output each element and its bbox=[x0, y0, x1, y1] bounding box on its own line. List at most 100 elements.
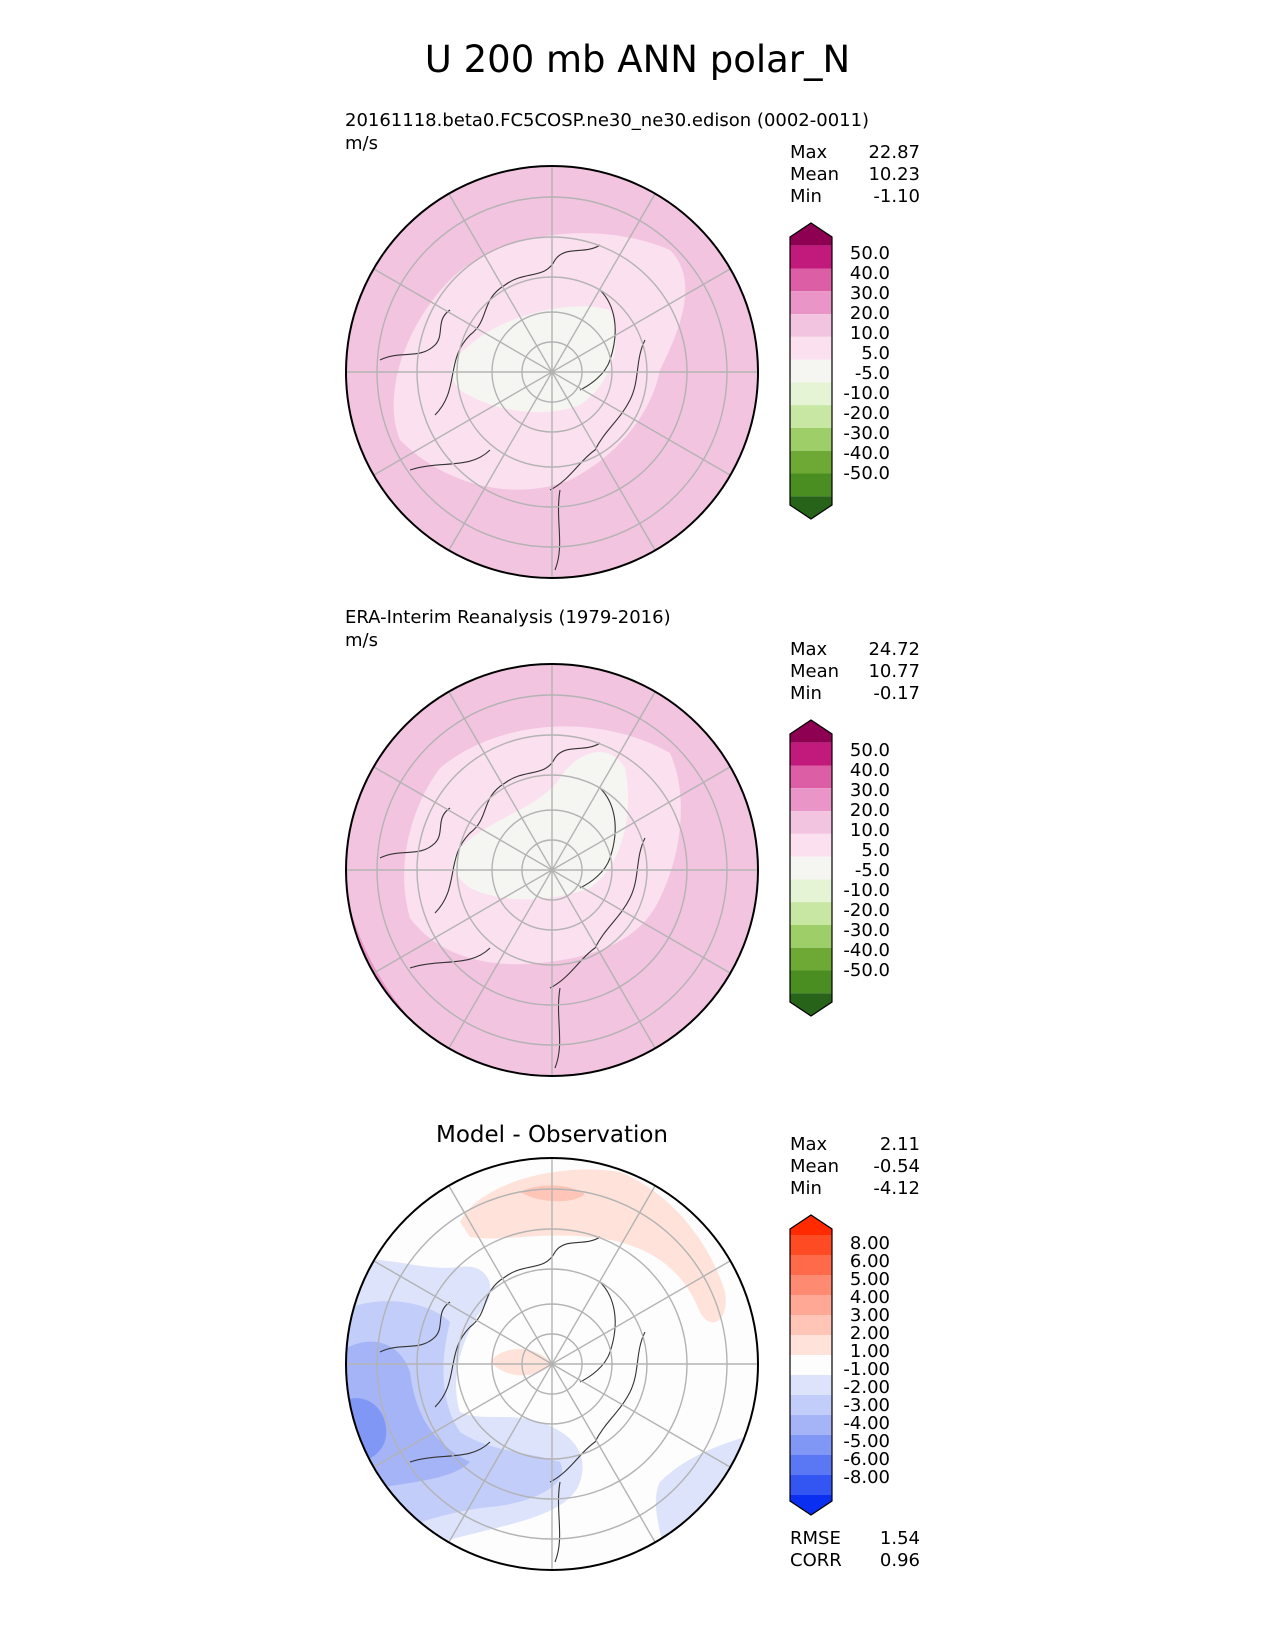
colorbar-tick-label: -50.0 bbox=[843, 960, 890, 981]
colorbar-tick-label: 30.0 bbox=[849, 283, 890, 304]
colorbar-tick-label: -20.0 bbox=[843, 403, 890, 424]
panel-test-colorbar-labels: 50.0 40.0 30.0 20.0 10.0 5.0 -5.0 -10.0 … bbox=[836, 244, 890, 514]
colorbar-swatch bbox=[790, 1215, 832, 1235]
stat-max: Max 24.72 bbox=[790, 639, 920, 660]
panel-test-map bbox=[345, 165, 759, 579]
colorbar-tick-label: 1.00 bbox=[849, 1341, 890, 1362]
colorbar-swatch bbox=[790, 1235, 832, 1255]
panel-diff-colorbar bbox=[789, 1214, 833, 1516]
map-boundary bbox=[345, 165, 759, 579]
colorbar-swatch bbox=[790, 970, 832, 994]
panel-diff-header: Model - Observation bbox=[435, 1122, 669, 1148]
colorbar-tick-label: -10.0 bbox=[843, 880, 890, 901]
colorbar-swatch bbox=[790, 1455, 832, 1475]
colorbar-tick-label: -5.00 bbox=[843, 1431, 890, 1452]
colorbar-swatch bbox=[790, 856, 832, 880]
colorbar-tick-label: -40.0 bbox=[843, 443, 890, 464]
stat-mean: Mean 10.77 bbox=[790, 661, 920, 682]
field-fill-near-zero bbox=[453, 751, 629, 900]
colorbar-swatch bbox=[790, 1355, 832, 1375]
colorbar-tick-label: 2.00 bbox=[849, 1323, 890, 1344]
colorbar-swatch bbox=[790, 1495, 832, 1515]
colorbar-tick-label: -3.00 bbox=[843, 1395, 890, 1416]
stat-min: Min -0.17 bbox=[790, 683, 920, 704]
colorbar-tick-label: 3.00 bbox=[849, 1305, 890, 1326]
panel-reference-colorbar bbox=[789, 719, 833, 1017]
stat-min: Min -1.10 bbox=[790, 186, 920, 207]
colorbar-swatch bbox=[790, 496, 832, 519]
colorbar-tick-label: 8.00 bbox=[849, 1233, 890, 1254]
colorbar-tick-label: -40.0 bbox=[843, 940, 890, 961]
colorbar-swatch bbox=[790, 742, 832, 766]
colorbar-tick-label: -4.00 bbox=[843, 1413, 890, 1434]
colorbar-swatch bbox=[790, 1295, 832, 1315]
colorbar-swatch bbox=[790, 1435, 832, 1455]
colorbar-tick-label: -50.0 bbox=[843, 463, 890, 484]
field-fill-pos-1-2 bbox=[460, 1169, 726, 1323]
colorbar-swatch bbox=[790, 268, 832, 292]
colorbar-swatch bbox=[790, 314, 832, 337]
panel-diff-metrics: RMSE 1.54 CORR 0.96 bbox=[790, 1528, 920, 1572]
map-boundary bbox=[345, 663, 759, 1077]
colorbar-swatch bbox=[790, 1375, 832, 1395]
colorbar-swatch bbox=[790, 788, 832, 812]
coastlines bbox=[379, 1236, 646, 1563]
colorbar-tick-label: -2.00 bbox=[843, 1377, 890, 1398]
colorbar-swatch bbox=[790, 947, 832, 971]
colorbar-swatch bbox=[790, 223, 832, 246]
colorbar-tick-label: -30.0 bbox=[843, 423, 890, 444]
panel-diff-stats: Max 2.11 Mean -0.54 Min -4.12 bbox=[790, 1134, 920, 1200]
graticule bbox=[346, 1158, 758, 1570]
colorbar-tick-label: 30.0 bbox=[849, 780, 890, 801]
colorbar-tick-label: 5.0 bbox=[861, 343, 890, 364]
colorbar-tick-label: 20.0 bbox=[849, 800, 890, 821]
panel-test-colorbar bbox=[789, 222, 833, 520]
colorbar-swatch bbox=[790, 245, 832, 269]
colorbar-tick-label: 20.0 bbox=[849, 303, 890, 324]
colorbar-outline bbox=[789, 719, 833, 1017]
colorbar-tick-label: 50.0 bbox=[849, 243, 890, 264]
panel-diff-colorbar-labels: 8.00 6.00 5.00 4.00 3.00 2.00 1.00 -1.00… bbox=[836, 1234, 890, 1514]
colorbar-swatch bbox=[790, 811, 832, 834]
colorbar-swatch bbox=[790, 720, 832, 743]
panel-test-units: m/s bbox=[345, 133, 378, 154]
colorbar-swatch bbox=[790, 765, 832, 789]
panel-reference-map bbox=[345, 663, 759, 1077]
figure-title: U 200 mb ANN polar_N bbox=[424, 38, 851, 81]
metric-corr: CORR 0.96 bbox=[790, 1550, 920, 1571]
stat-mean: Mean -0.54 bbox=[790, 1156, 920, 1177]
colorbar-tick-label: -8.00 bbox=[843, 1467, 890, 1488]
colorbar-tick-label: -1.00 bbox=[843, 1359, 890, 1380]
colorbar-tick-label: 6.00 bbox=[849, 1251, 890, 1272]
colorbar-swatch bbox=[790, 902, 832, 925]
colorbar-tick-label: 5.0 bbox=[861, 840, 890, 861]
panel-test-stats: Max 22.87 Mean 10.23 Min -1.10 bbox=[790, 142, 920, 208]
colorbar-tick-label: -20.0 bbox=[843, 900, 890, 921]
panel-reference-units: m/s bbox=[345, 630, 378, 651]
colorbar-swatch bbox=[790, 1475, 832, 1495]
colorbar-outline bbox=[789, 222, 833, 520]
colorbar-tick-label: 40.0 bbox=[849, 263, 890, 284]
coastlines bbox=[379, 742, 646, 1069]
colorbar-swatch bbox=[790, 1335, 832, 1355]
colorbar-tick-label: -5.0 bbox=[854, 363, 890, 384]
stat-max: Max 2.11 bbox=[790, 1134, 920, 1155]
colorbar-tick-label: -5.0 bbox=[854, 860, 890, 881]
colorbar-swatch bbox=[790, 833, 832, 857]
colorbar-outline bbox=[789, 1214, 833, 1516]
panel-reference-header: ERA-Interim Reanalysis (1979-2016) bbox=[345, 607, 671, 628]
panel-test-header: 20161118.beta0.FC5COSP.ne30_ne30.edison … bbox=[345, 110, 870, 131]
colorbar-swatch bbox=[790, 336, 832, 360]
colorbar-swatch bbox=[790, 1255, 832, 1275]
colorbar-tick-label: -6.00 bbox=[843, 1449, 890, 1470]
colorbar-tick-label: 10.0 bbox=[849, 323, 890, 344]
colorbar-tick-label: 50.0 bbox=[849, 740, 890, 761]
colorbar-swatch bbox=[790, 450, 832, 474]
field-fill-neg-3-4 bbox=[346, 1341, 470, 1497]
graticule bbox=[346, 664, 758, 1076]
map-boundary bbox=[345, 1157, 759, 1571]
colorbar-swatch bbox=[790, 993, 832, 1016]
panel-reference-colorbar-labels: 50.0 40.0 30.0 20.0 10.0 5.0 -5.0 -10.0 … bbox=[836, 741, 890, 1011]
panel-reference-stats: Max 24.72 Mean 10.77 Min -0.17 bbox=[790, 639, 920, 705]
colorbar-swatch bbox=[790, 473, 832, 497]
